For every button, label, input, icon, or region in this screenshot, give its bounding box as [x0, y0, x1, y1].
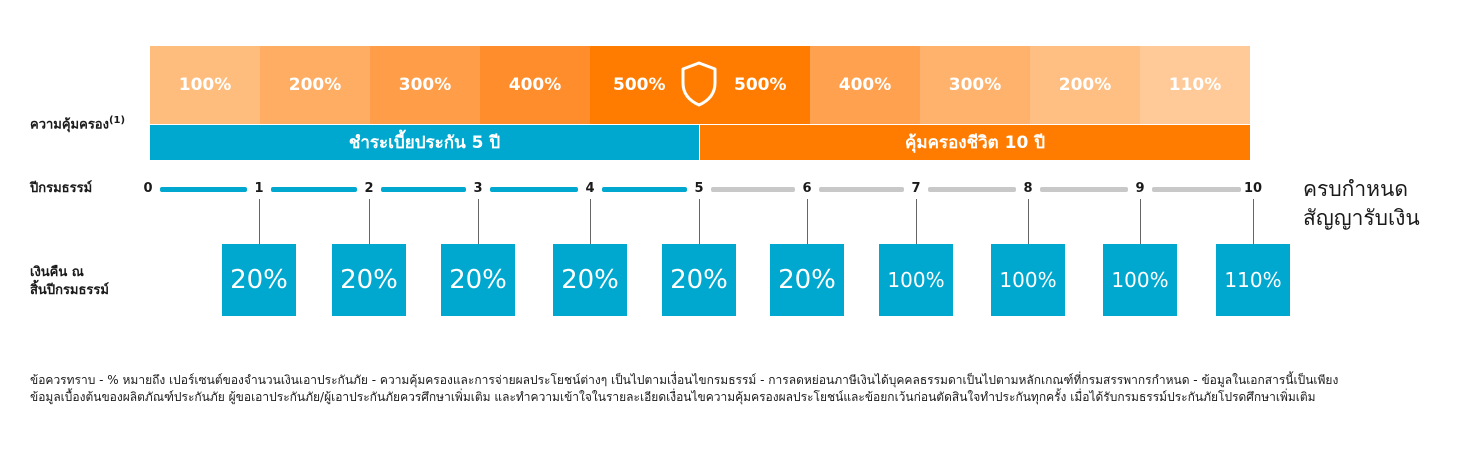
- disclaimer-note: ข้อควรทราบ - % หมายถึง เปอร์เซนต์ของจำนว…: [30, 372, 1450, 406]
- year-tick: 3: [473, 181, 483, 196]
- coverage-cell: 400%: [480, 46, 590, 124]
- year-tick: 7: [911, 181, 921, 196]
- refund-row-label: เงินคืน ณ สิ้นปีกรมธรรม์: [30, 264, 109, 300]
- year-tick: 6: [802, 181, 812, 196]
- connector-line: [590, 199, 591, 244]
- coverage-label-text: ความคุ้มครอง: [30, 117, 109, 133]
- timeline-segment: [819, 187, 904, 192]
- timeline-segment: [602, 187, 687, 192]
- coverage-cell: 100%: [150, 46, 260, 124]
- protection-period-band: คุ้มครองชีวิต 10 ปี: [700, 125, 1250, 160]
- connector-line: [478, 199, 479, 244]
- timeline-segment: [271, 187, 357, 192]
- refund-box: 110%: [1216, 244, 1290, 316]
- year-tick: 0: [143, 181, 153, 196]
- coverage-row-label: ความคุ้มครอง(1): [30, 112, 125, 134]
- maturity-label: ครบกำหนด สัญญารับเงิน: [1303, 175, 1420, 233]
- coverage-cell: 200%: [1030, 46, 1140, 124]
- maturity-label-line1: ครบกำหนด: [1303, 177, 1408, 201]
- coverage-cell: 500%: [700, 46, 810, 124]
- policy-year-label: ปีกรมธรรม์: [30, 181, 93, 196]
- connector-line: [699, 199, 700, 244]
- refund-label-line2: สิ้นปีกรมธรรม์: [30, 283, 109, 298]
- refund-box: 20%: [662, 244, 736, 316]
- refund-box: 20%: [441, 244, 515, 316]
- coverage-cell: 200%: [260, 46, 370, 124]
- protection-period-label: คุ้มครองชีวิต 10 ปี: [904, 133, 1045, 153]
- refund-box: 20%: [222, 244, 296, 316]
- year-tick: 10: [1243, 181, 1263, 196]
- year-tick: 5: [694, 181, 704, 196]
- coverage-cell: 110%: [1140, 46, 1250, 124]
- timeline-segment: [1040, 187, 1128, 192]
- disclaimer-line1: ข้อควรทราบ - % หมายถึง เปอร์เซนต์ของจำนว…: [30, 373, 1339, 387]
- timeline-segment: [928, 187, 1016, 192]
- refund-box: 20%: [332, 244, 406, 316]
- timeline-segment: [711, 187, 795, 192]
- refund-box: 100%: [991, 244, 1065, 316]
- connector-line: [259, 199, 260, 244]
- coverage-footnote-marker: (1): [108, 115, 126, 126]
- connector-line: [807, 199, 808, 244]
- coverage-cell: 300%: [370, 46, 480, 124]
- connector-line: [1253, 199, 1254, 244]
- year-tick: 8: [1023, 181, 1033, 196]
- premium-period-band: ชำระเบี้ยประกัน 5 ปี: [150, 125, 699, 160]
- coverage-cell: 400%: [810, 46, 920, 124]
- premium-period-label: ชำระเบี้ยประกัน 5 ปี: [348, 133, 501, 153]
- connector-line: [369, 199, 370, 244]
- timeline-segment: [160, 187, 247, 192]
- refund-box: 100%: [1103, 244, 1177, 316]
- refund-label-line1: เงินคืน ณ: [30, 265, 84, 280]
- timeline-segment: [1152, 187, 1241, 192]
- shield-icon: [679, 60, 719, 108]
- year-tick: 2: [364, 181, 374, 196]
- year-tick: 9: [1135, 181, 1145, 196]
- refund-box: 100%: [879, 244, 953, 316]
- refund-box: 20%: [770, 244, 844, 316]
- maturity-label-line2: สัญญารับเงิน: [1303, 206, 1420, 230]
- timeline-segment: [490, 187, 578, 192]
- timeline-segment: [381, 187, 466, 192]
- coverage-cell: 300%: [920, 46, 1030, 124]
- year-tick: 4: [585, 181, 595, 196]
- connector-line: [1028, 199, 1029, 244]
- year-tick: 1: [254, 181, 264, 196]
- connector-line: [1140, 199, 1141, 244]
- disclaimer-line2: ข้อมูลเบื้องต้นของผลิตภัณฑ์ประกันภัย ผู้…: [30, 390, 1316, 404]
- connector-line: [916, 199, 917, 244]
- refund-box: 20%: [553, 244, 627, 316]
